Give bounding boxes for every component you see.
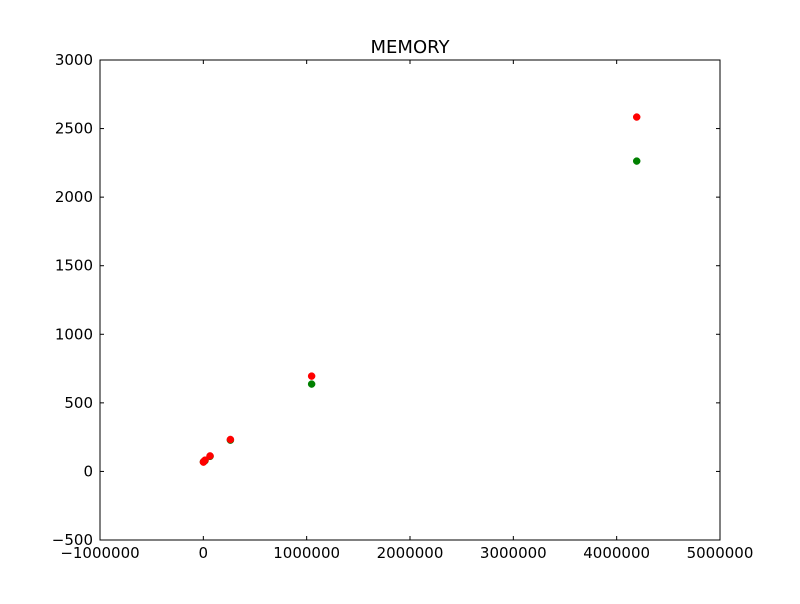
chart-title: MEMORY: [371, 37, 451, 58]
y-tick-label: −500: [52, 531, 93, 549]
data-point: [206, 452, 214, 460]
data-point: [201, 456, 209, 464]
y-tick-label: 0: [83, 462, 93, 480]
y-tick-label: 2500: [55, 120, 93, 138]
data-point: [307, 372, 316, 380]
y-tick-label: 500: [64, 394, 93, 412]
y-tick-label: 1000: [55, 325, 93, 343]
data-point: [226, 435, 235, 444]
plot-area: −1000000 0 1000000 2000000 3000000 4000000 500…: [52, 51, 754, 562]
x-tick-label: −1000000: [60, 544, 139, 562]
y-tick-label: 1500: [55, 257, 93, 275]
x-tick-label: 4000000: [583, 544, 650, 562]
data-point: [632, 157, 641, 165]
data-point: [632, 113, 641, 121]
plot-frame: [99, 59, 721, 541]
y-tick-label: 2000: [55, 188, 93, 206]
x-tick-label: 2000000: [377, 544, 444, 562]
x-tick-label: 1000000: [273, 544, 340, 562]
y-tick-label: 3000: [55, 51, 93, 69]
x-tick-label: 5000000: [687, 544, 754, 562]
x-tick-label: 0: [199, 544, 209, 562]
data-point: [307, 380, 316, 388]
x-tick-label: 3000000: [480, 544, 547, 562]
